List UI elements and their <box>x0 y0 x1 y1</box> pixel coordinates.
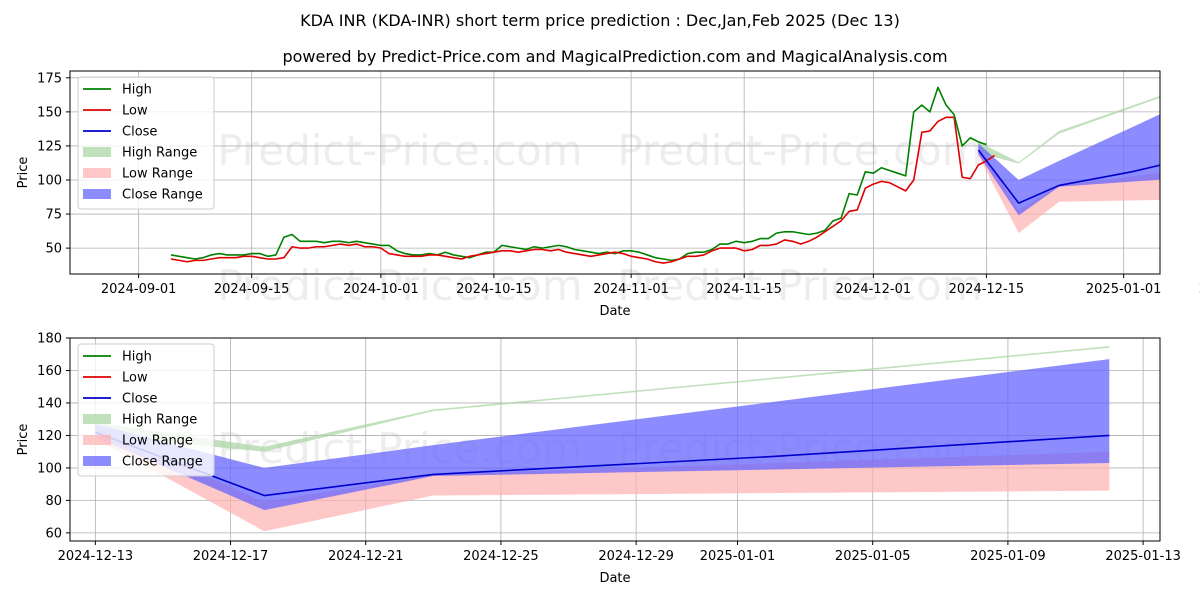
bottom-xtick-label: 2025-01-05 <box>835 549 911 564</box>
bottom-xaxis-label: Date <box>599 571 630 586</box>
top-legend-swatch-close-range <box>83 189 111 199</box>
top-legend-box <box>77 76 215 210</box>
top-legend-swatch-low-range <box>83 168 111 178</box>
bottom-ytick-label: 180 <box>37 332 62 347</box>
bottom-xtick-label: 2025-01-09 <box>970 549 1046 564</box>
top-legend-label-high-range: High Range <box>122 146 197 161</box>
top-ytick-label: 175 <box>37 71 62 86</box>
bottom-yaxis-label: Price <box>16 424 31 456</box>
top-xtick-label: 2024-10-15 <box>456 282 532 297</box>
bottom-xtick-label: 2024-12-25 <box>463 549 539 564</box>
shared-watermark-text: Predict-Price.com <box>217 261 582 310</box>
top-legend-label-low-range: Low Range <box>122 167 193 182</box>
bottom-xtick-label: 2024-12-17 <box>193 549 269 564</box>
top-legend-swatch-high-range <box>83 147 111 157</box>
bottom-legend-label-low: Low <box>122 371 148 386</box>
top-xtick-label: 2024-09-01 <box>101 282 177 297</box>
bottom-xtick-label: 2025-01-13 <box>1105 549 1181 564</box>
top-xtick-label: 2024-12-01 <box>836 282 912 297</box>
bottom-legend-swatch-low-range <box>83 435 111 445</box>
top-plot-area <box>170 86 1160 264</box>
top-xtick-label: 2025-01-01 <box>1086 282 1162 297</box>
top-series-high <box>170 86 955 262</box>
top-legend: High Low Close High Range Low Range Close Ran… <box>77 76 215 210</box>
top-band-close-range <box>978 114 1160 216</box>
top-xtick-label: 2024-11-01 <box>593 282 669 297</box>
bottom-legend-box <box>77 343 215 477</box>
top-ytick-label: 125 <box>37 139 62 154</box>
top-axes-frame <box>69 70 1161 275</box>
bottom-legend-label-high-range: High Range <box>122 413 197 428</box>
bottom-xtick-label: 2025-01-01 <box>700 549 776 564</box>
top-xtick-label: 2024-12-15 <box>949 282 1025 297</box>
top-series-close <box>977 149 1160 204</box>
top-legend-label-close: Close <box>122 125 157 140</box>
bottom-ytick-label: 80 <box>45 494 62 509</box>
top-xtick-label: 2024-11-15 <box>706 282 782 297</box>
top-ytick-label: 100 <box>37 173 62 188</box>
top-ticks: 2024-09-01 2024-09-15 2024-10-01 2024-10-15… <box>37 71 1200 297</box>
bottom-legend-label-high: High <box>122 350 152 365</box>
top-series-high-tail <box>953 114 987 147</box>
bottom-ytick-label: 120 <box>37 429 62 444</box>
bottom-xtick-label: 2024-12-29 <box>598 549 674 564</box>
bottom-ytick-label: 60 <box>45 526 62 541</box>
top-ytick-label: 50 <box>45 242 62 257</box>
top-xtick-label: 2025-01-15 <box>1199 282 1200 297</box>
top-xtick-label: 2024-09-15 <box>214 282 290 297</box>
bottom-ytick-label: 100 <box>37 461 62 476</box>
top-legend-label-high: High <box>122 83 152 98</box>
top-panel: Predict-Price.com Predict-Price.com Predic… <box>16 70 1200 319</box>
top-xaxis-label: Date <box>599 304 630 319</box>
top-yaxis-label: Price <box>16 157 31 189</box>
top-band-high-range <box>978 95 1160 164</box>
top-legend-label-low: Low <box>122 104 148 119</box>
top-watermark-text: Predict-Price.com <box>617 126 982 175</box>
bottom-xtick-label: 2024-12-21 <box>328 549 404 564</box>
top-series-low <box>170 116 995 264</box>
bottom-legend-swatch-close-range <box>83 456 111 466</box>
bottom-ytick-label: 140 <box>37 396 62 411</box>
top-ytick-label: 75 <box>45 208 62 223</box>
bottom-axes-frame <box>69 337 1161 542</box>
bottom-ytick-label: 160 <box>37 364 62 379</box>
top-watermark-text: Predict-Price.com <box>217 126 582 175</box>
shared-watermark-text: Predict-Price.com <box>617 261 982 310</box>
top-xtick-label: 2024-10-01 <box>343 282 419 297</box>
top-ytick-label: 150 <box>37 105 62 120</box>
bottom-band-low-range <box>95 427 1110 532</box>
bottom-legend: High Low Close High Range Low Range Close Ran… <box>77 343 215 477</box>
bottom-xtick-label: 2024-12-13 <box>58 549 134 564</box>
bottom-band-close-range <box>95 359 1110 511</box>
chart-title: KDA INR (KDA-INR) short term price predi… <box>300 11 900 30</box>
bottom-legend-label-close: Close <box>122 392 157 407</box>
chart-subtitle: powered by Predict-Price.com and Magical… <box>282 47 947 66</box>
top-legend-label-close-range: Close Range <box>122 188 203 203</box>
bottom-ticks: 2024-12-13 2024-12-17 2024-12-21 2024-12-25… <box>37 332 1181 565</box>
bottom-legend-swatch-high-range <box>83 414 111 424</box>
bottom-legend-label-close-range: Close Range <box>122 455 203 470</box>
bottom-legend-label-low-range: Low Range <box>122 434 193 449</box>
